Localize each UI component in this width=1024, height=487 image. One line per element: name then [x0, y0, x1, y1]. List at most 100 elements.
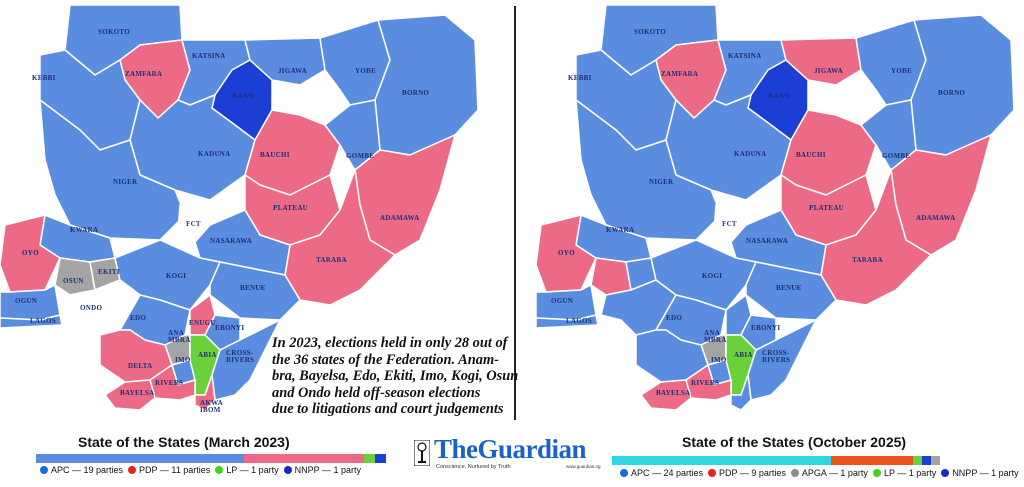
legend-label: APC — 24 parties [631, 468, 704, 478]
state-label-rivers: RIVERS [691, 379, 719, 387]
state-label-crossriver: CROSS-RIVERS [226, 349, 254, 364]
state-label-katsina: KATSINA [192, 52, 225, 60]
state-label-rivers: RIVERS [155, 379, 183, 387]
election-note: In 2023, elections held in only 28 out o… [272, 335, 518, 418]
legend-dot-icon [708, 469, 717, 477]
state-label-kogi: KOGI [166, 272, 186, 280]
bar-segment-apc [36, 454, 244, 463]
state-osun [590, 257, 632, 296]
logo-wordmark: TheGuardian [434, 434, 587, 464]
state-label-ogun: OGUN [551, 297, 573, 305]
bar-segment-nnpp [930, 456, 940, 465]
state-lagos [0, 314, 63, 329]
state-label-abia: ABIA [734, 351, 753, 359]
legend-dot-icon [941, 469, 950, 477]
states-group [0, 4, 479, 411]
legend-item-lp: LP — 1 party [215, 465, 279, 475]
state-label-niger: NIGER [649, 178, 674, 186]
state-borno [910, 14, 1015, 156]
state-label-ogun: OGUN [15, 297, 37, 305]
legend-item-apc: APC — 24 parties [620, 468, 703, 478]
state-label-ebonyi: EBONYI [215, 324, 244, 332]
state-label-sokoto: SOKOTO [634, 28, 666, 36]
state-label-abia: ABIA [198, 351, 217, 359]
state-lagos [535, 314, 599, 329]
state-label-anambra: ANA MBRA [704, 329, 727, 344]
map-panel-2025: SOKOTO ZAMFARA KEBBI KATSINA KANO JIGAWA YOBE B… [516, 0, 1024, 420]
state-label-sokoto: SOKOTO [98, 28, 130, 36]
state-label-kebbi: KEBBI [32, 74, 56, 82]
bar-segment-lp [921, 456, 931, 465]
legend-dot-icon [620, 469, 628, 477]
state-label-bayelsa: BAYELSA [120, 389, 155, 397]
state-label-borno: BORNO [402, 89, 429, 97]
state-label-gombe: GOMBE [346, 152, 374, 160]
logo-tagline: Conscience, Nurtured by Truth [436, 464, 511, 470]
state-label-kwara: KWARA [606, 226, 634, 234]
state-label-katsina: KATSINA [728, 52, 761, 60]
state-rivers [685, 364, 732, 401]
state-labels: SOKOTO ZAMFARA KEBBI KATSINA KANO JIGAWA YOBE B… [551, 28, 965, 397]
state-label-nasarawa: NASARAWA [746, 237, 788, 245]
note-line: In 2023, elections held in only 28 out o… [272, 335, 508, 351]
legend-label: NNPP — 1 party [952, 468, 1019, 478]
legend-label: APC — 19 parties [51, 465, 124, 475]
state-label-borno: BORNO [938, 89, 965, 97]
logo-url: www.guardian.ng [566, 464, 601, 469]
panel-divider [514, 6, 516, 420]
state-label-benue: BENUE [240, 284, 266, 292]
state-label-bauchi: BAUCHI [796, 151, 826, 159]
state-label-zamfara: ZAMFARA [661, 70, 698, 78]
legend-item-pdp: PDP — 9 parties [708, 468, 786, 478]
legend-item-lp: LP — 1 party [872, 468, 937, 478]
state-label-imo: IMO [711, 356, 727, 364]
state-label-bayelsa: BAYELSA [656, 389, 691, 397]
note-line: and Ondo held off-season elections [272, 384, 481, 401]
note-line: due to litigations and court judgements [272, 401, 504, 417]
state-label-oyo: OYO [22, 249, 39, 257]
state-label-lagos: LAGOS [30, 317, 56, 325]
state-label-kaduna: KADUNA [734, 150, 767, 158]
state-label-kano: KANO [232, 92, 254, 100]
state-label-zamfara: ZAMFARA [125, 70, 162, 78]
right-legend: APC — 24 parties PDP — 9 parties APGA — 1 … [620, 468, 1024, 478]
state-label-adamawa: ADAMAWA [380, 214, 419, 222]
state-delta [99, 329, 173, 383]
state-label-osun: OSUN [63, 277, 84, 285]
state-label-yobe: YOBE [891, 67, 912, 75]
state-label-imo: IMO [175, 356, 191, 364]
legend-item-apga: APGA — 1 party [790, 468, 868, 478]
legend-label: LP — 1 party [883, 468, 937, 478]
bar-segment-apga [912, 456, 922, 465]
state-label-benue: BENUE [776, 284, 802, 292]
state-label-kwara: KWARA [70, 226, 98, 234]
legend-label: PDP — 9 parties [719, 468, 786, 478]
state-label-delta: DELTA [128, 362, 152, 370]
state-label-gombe: GOMBE [882, 152, 910, 160]
state-labels: SOKOTO ZAMFARA KEBBI KATSINA KANO JIGAWA YOBE B… [15, 28, 429, 414]
legend-item-nnpp: NNPP — 1 party [941, 468, 1019, 478]
legend-item-pdp: PDP — 11 parties [128, 465, 210, 475]
left-footer-title: State of the States (March 2023) [78, 434, 290, 450]
state-label-plateau: PLATEAU [273, 204, 308, 212]
state-label-jigawa: JIGAWA [814, 67, 843, 75]
state-label-edo: EDO [666, 314, 682, 322]
state-akwaibom [194, 374, 216, 411]
state-akwaibom [730, 374, 752, 411]
legend-dot-icon [40, 466, 48, 474]
map-2023: SOKOTO ZAMFARA KEBBI KATSINA KANO JIGAWA YOBE B… [0, 4, 479, 414]
state-rivers [149, 364, 196, 401]
legend-dot-icon [790, 469, 799, 477]
map-panel-2023: SOKOTO ZAMFARA KEBBI KATSINA KANO JIGAWA YOBE B… [0, 0, 510, 420]
map-2025: SOKOTO ZAMFARA KEBBI KATSINA KANO JIGAWA YOBE B… [535, 4, 1015, 411]
left-party-bar [36, 454, 386, 463]
state-borno [374, 14, 479, 156]
state-label-enugu: ENUGU [189, 319, 216, 327]
state-label-taraba: TARABA [316, 256, 347, 264]
state-label-yobe: YOBE [355, 67, 376, 75]
state-label-plateau: PLATEAU [809, 204, 844, 212]
state-bayelsa [104, 379, 156, 411]
legend-dot-icon [872, 469, 881, 477]
state-label-akwaibom: AKWA IBOM [200, 399, 223, 414]
state-label-anambra: ANA MBRA [168, 329, 191, 344]
